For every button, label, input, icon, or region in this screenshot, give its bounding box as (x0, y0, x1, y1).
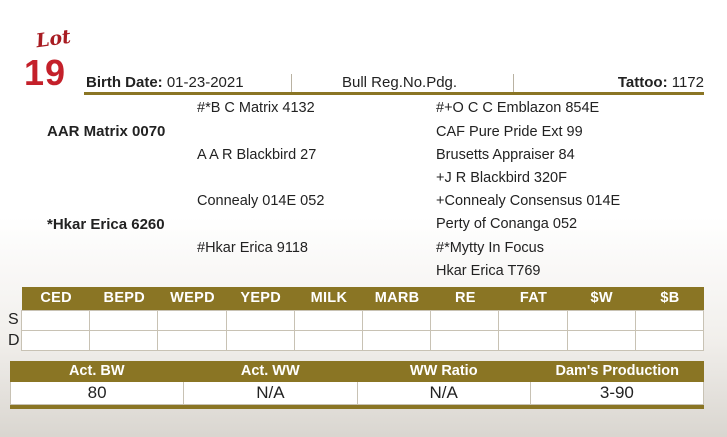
epd-cell (21, 331, 91, 351)
header-divider (291, 74, 292, 92)
perf-header-act-ww: Act. WW (240, 363, 300, 379)
performance-values-row: 80 N/A N/A 3-90 (10, 382, 704, 405)
epd-cell (498, 331, 568, 351)
performance-table: Act. BW Act. WW WW Ratio Dam's Productio… (10, 361, 704, 409)
epd-header-wepd: WEPD (170, 290, 215, 306)
epd-cell (430, 331, 500, 351)
lot-number: 19 (24, 52, 67, 93)
epd-row-d: D (8, 331, 705, 352)
epd-cell (21, 310, 91, 331)
tattoo: Tattoo: 1172 (618, 74, 704, 91)
birth-date-value: 01-23-2021 (166, 74, 244, 91)
epd-cell (362, 331, 432, 351)
epd-cell (157, 310, 227, 331)
pedigree-dam-sire-sire: +Connealy Consensus 014E (436, 193, 621, 209)
epd-header-row: CED BEPD WEPD YEPD MILK MARB RE FAT $W $… (22, 287, 704, 310)
lot-word: Lot (34, 25, 73, 53)
epd-table: CED BEPD WEPD YEPD MILK MARB RE FAT $W $… (8, 287, 705, 352)
birth-date-label: Birth Date: (86, 74, 163, 91)
epd-cell (430, 310, 500, 331)
pedigree-sire-dam: A A R Blackbird 27 (197, 147, 317, 163)
epd-cell (293, 331, 364, 351)
perf-header-act-bw: Act. BW (68, 363, 125, 379)
epd-cell (634, 310, 705, 331)
header-row: Birth Date: 01-23-2021 Bull Reg.No.Pdg. … (84, 72, 704, 96)
epd-cell (225, 331, 295, 351)
epd-header-b-dollar: $B (660, 290, 680, 306)
pedigree-sire-sire: #*B C Matrix 4132 (197, 100, 315, 116)
epd-cell (634, 331, 705, 351)
epd-header-marb: MARB (374, 290, 420, 306)
epd-header-bepd: BEPD (103, 290, 146, 306)
epd-header-milk: MILK (310, 290, 348, 306)
header-divider (513, 74, 514, 92)
epd-cell (498, 310, 568, 331)
perf-value-dams-production: 3-90 (530, 382, 704, 405)
pedigree-dam-dam-sire: #*Mytty In Focus (436, 240, 544, 256)
perf-header-ww-ratio: WW Ratio (409, 363, 478, 379)
perf-value-act-bw: 80 (10, 382, 185, 405)
pedigree-sire-dam-sire: Brusetts Appraiser 84 (436, 147, 575, 163)
tattoo-value: 1172 (671, 74, 704, 91)
epd-cell (89, 331, 159, 351)
epd-cell (566, 310, 636, 331)
epd-header-fat: FAT (519, 290, 548, 306)
epd-header-w-dollar: $W (590, 290, 613, 306)
pedigree-sire-dam-dam: +J R Blackbird 320F (436, 170, 567, 186)
birth-date: Birth Date: 01-23-2021 (86, 74, 244, 91)
performance-header-row: Act. BW Act. WW WW Ratio Dam's Productio… (10, 361, 704, 382)
epd-cell (225, 310, 295, 331)
pedigree-dam-sire: Connealy 014E 052 (197, 193, 325, 209)
pedigree-sire-sire-dam: CAF Pure Pride Ext 99 (436, 124, 583, 140)
registration-label: Bull Reg.No.Pdg. (342, 74, 458, 91)
perf-header-dams-production: Dam's Production (555, 363, 680, 379)
pedigree-dam-dam: #Hkar Erica 9118 (197, 240, 308, 256)
epd-row-s: S (8, 310, 705, 331)
epd-header-re: RE (454, 290, 476, 306)
performance-bottom-rule (10, 405, 704, 409)
epd-cell (89, 310, 159, 331)
pedigree-dam: *Hkar Erica 6260 (47, 216, 165, 233)
epd-cell (293, 310, 364, 331)
pedigree-sire: AAR Matrix 0070 (47, 123, 166, 140)
epd-header-ced: CED (40, 290, 72, 306)
epd-cell (157, 331, 227, 351)
pedigree-dam-sire-dam: Perty of Conanga 052 (436, 216, 578, 232)
perf-value-ww-ratio: N/A (357, 382, 531, 405)
epd-cell (362, 310, 432, 331)
header-rule (84, 92, 704, 95)
pedigree-sire-sire-sire: #+O C C Emblazon 854E (436, 100, 600, 116)
pedigree-dam-dam-dam: Hkar Erica T769 (436, 263, 541, 279)
tattoo-label: Tattoo: (617, 74, 668, 91)
epd-row-label: D (8, 332, 20, 349)
perf-value-act-ww: N/A (184, 382, 358, 405)
epd-cell (566, 331, 636, 351)
epd-row-label: S (8, 311, 19, 328)
epd-header-yepd: YEPD (240, 290, 282, 306)
